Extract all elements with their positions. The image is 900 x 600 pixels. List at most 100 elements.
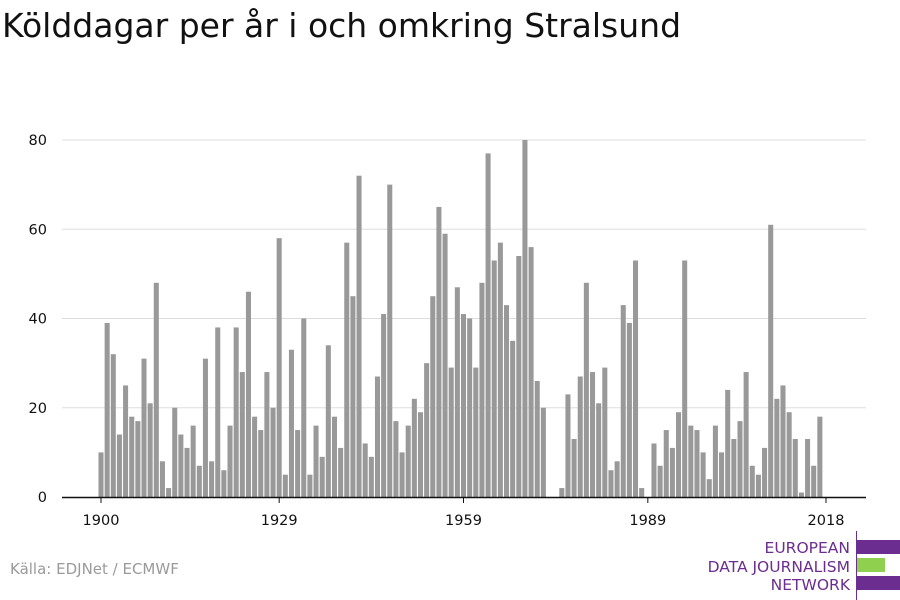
bar-1990	[651, 443, 657, 497]
bar-2015	[805, 438, 811, 497]
bar-1944	[368, 456, 374, 497]
bar-1960	[467, 318, 473, 497]
bar-1962	[479, 282, 485, 497]
bar-1920	[221, 470, 227, 497]
bar-1945	[374, 376, 380, 497]
bar-1952	[417, 412, 424, 497]
bar-1977	[571, 438, 577, 497]
bar-1966	[503, 305, 510, 497]
bar-1967	[510, 340, 516, 497]
bar-1949	[399, 452, 405, 498]
bar-1994	[676, 412, 682, 497]
bar-1929	[276, 238, 282, 497]
bar-1902	[110, 354, 116, 497]
bar-1959	[460, 314, 467, 497]
x-tick-label: 1989	[629, 513, 666, 529]
logo-bar-bottom	[857, 576, 900, 590]
bar-1995	[682, 260, 688, 497]
bar-1941	[350, 296, 356, 497]
bar-1984	[614, 461, 620, 497]
y-tick-label: 20	[29, 401, 47, 417]
logo-bar-middle	[857, 558, 885, 572]
bar-2016	[811, 465, 817, 497]
bar-1978	[577, 376, 583, 497]
bar-1988	[639, 488, 645, 497]
bar-1991	[657, 465, 663, 497]
bar-1985	[620, 305, 626, 497]
bar-2014	[798, 492, 804, 497]
logo-line-1: EUROPEAN	[764, 539, 850, 557]
bar-1979	[583, 282, 589, 497]
source-note: Källa: EDJNet / ECMWF	[10, 560, 179, 578]
bar-1912	[172, 407, 178, 497]
bar-1983	[608, 470, 614, 497]
bar-1946	[381, 314, 387, 497]
bar-1928	[270, 407, 276, 497]
bar-2000	[712, 425, 718, 497]
bar-2017	[817, 416, 823, 497]
bars	[98, 140, 823, 498]
bar-1921	[227, 425, 233, 497]
bar-1924	[245, 291, 251, 497]
bar-1901	[104, 322, 110, 497]
logo-bar-top	[857, 540, 900, 554]
bar-1963	[485, 153, 491, 497]
logo-divider	[856, 531, 857, 600]
bar-2007	[755, 474, 761, 497]
logo-line-3: NETWORK	[770, 576, 850, 594]
bar-1903	[116, 434, 122, 497]
bar-1916	[196, 465, 202, 497]
edjnet-logo[interactable]: EUROPEAN DATA JOURNALISM NETWORK	[700, 531, 900, 600]
x-tick-label: 1959	[445, 513, 482, 529]
bar-1998	[700, 452, 706, 498]
bar-1943	[362, 443, 368, 497]
bar-1914	[184, 447, 190, 497]
bar-1910	[159, 461, 165, 497]
bar-1909	[153, 282, 159, 497]
bar-1925	[252, 416, 258, 497]
bar-1953	[424, 363, 430, 498]
bar-1975	[559, 488, 565, 497]
bar-1930	[282, 474, 288, 497]
x-tick-label: 1900	[83, 513, 120, 529]
bar-1992	[663, 430, 669, 497]
bar-1997	[694, 430, 700, 497]
bar-1940	[344, 242, 350, 497]
bar-1932	[295, 430, 301, 497]
bar-2002	[725, 389, 731, 497]
bar-1919	[215, 327, 221, 497]
bar-1913	[178, 434, 184, 497]
bar-1987	[633, 260, 639, 497]
y-tick-label: 80	[29, 133, 47, 149]
bar-2005	[743, 372, 749, 497]
bar-1981	[596, 403, 602, 497]
bar-1980	[590, 372, 596, 497]
bar-2012	[786, 412, 792, 497]
bar-1999	[706, 479, 712, 497]
bar-1933	[301, 318, 307, 497]
bar-1986	[626, 322, 632, 497]
bar-1907	[141, 358, 147, 497]
bar-1964	[491, 260, 497, 497]
bar-1950	[405, 425, 411, 497]
bar-1942	[356, 175, 362, 497]
bar-1939	[338, 447, 344, 497]
bar-1908	[147, 403, 153, 497]
bar-2013	[792, 438, 798, 497]
x-tick-label: 1929	[261, 513, 298, 529]
bar-1937	[325, 345, 331, 497]
chart-title: Kölddagar per år i och omkring Stralsund	[2, 6, 682, 45]
bar-2008	[762, 447, 768, 497]
axes: 0 20 40 60 80 1900 1929 1959 1989 2018	[29, 133, 866, 529]
bar-1951	[411, 398, 417, 497]
bar-1957	[448, 367, 454, 497]
bar-1900	[98, 452, 104, 498]
bar-1917	[202, 358, 208, 497]
bar-1956	[442, 233, 448, 497]
bar-1938	[331, 416, 337, 497]
bar-1955	[436, 206, 442, 497]
bar-1934	[307, 474, 313, 497]
bar-1926	[258, 430, 264, 497]
